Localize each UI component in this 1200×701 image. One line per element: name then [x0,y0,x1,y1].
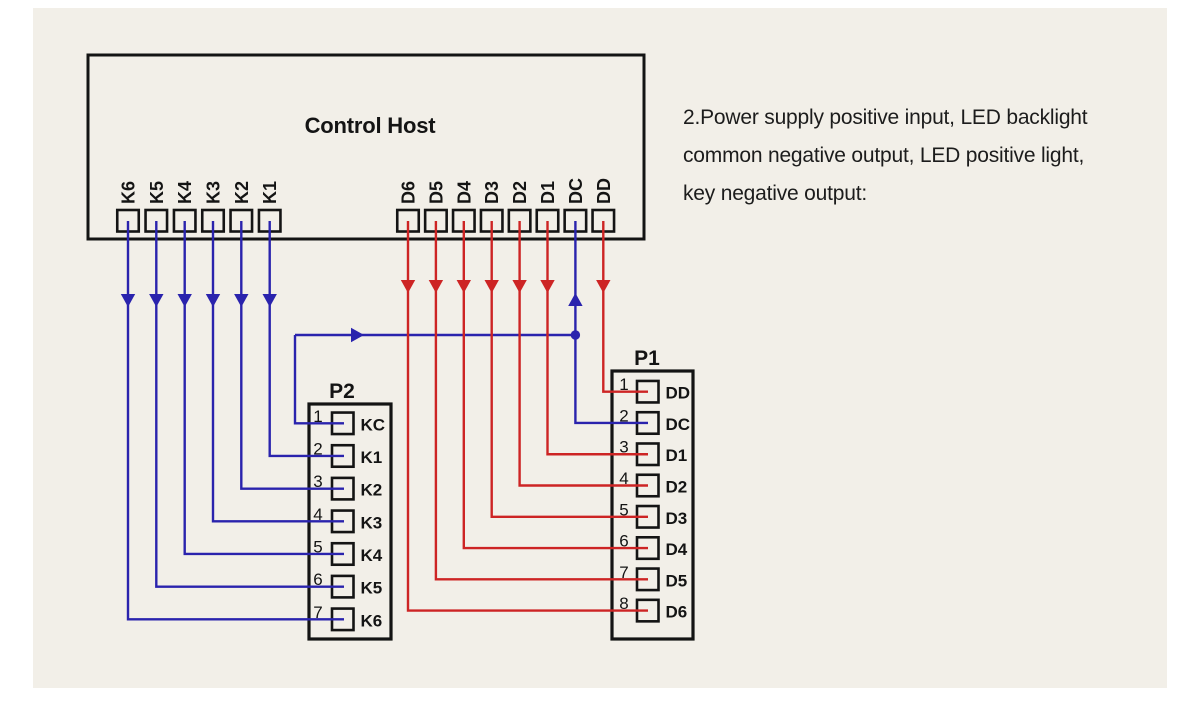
wire-d6 [406,221,648,612]
side-note-line-1: 2.Power supply positive input, LED backl… [683,106,1088,129]
wire-d2 [518,221,648,487]
p2-pin-4-label: K3 [361,513,383,532]
wire-k3-arrow [205,294,221,307]
wire-d1-arrow [540,280,555,293]
p1-label: P1 [634,347,660,370]
p2-pin-5-number: 5 [313,537,322,556]
wire-d2-arrow [512,280,527,293]
p1-pin-6-number: 6 [619,532,628,551]
wire-d5 [434,221,648,581]
host-pin-label-K4: K4 [175,181,195,204]
p1-pin-8-label: D6 [666,603,688,622]
wire-k2-arrow [234,294,249,307]
p1-pin-1-number: 1 [619,375,628,394]
wire-dd-arrow [596,280,611,293]
dc-junction-dot [570,330,581,340]
wire-k5 [155,221,344,588]
wire-d4-arrow [456,280,471,293]
p1-pin-5-number: 5 [619,500,628,519]
wire-k6-arrow [120,294,136,307]
wire-kc-branch [293,335,344,425]
p1-pin-4-number: 4 [619,469,628,488]
p1-pin-4-label: D2 [666,478,688,497]
p2-pin-6-label: K5 [361,579,383,598]
side-note-line-3: key negative output: [683,182,867,205]
p2-pin-1-label: KC [361,415,386,434]
p1-pin-2-label: DC [666,415,691,434]
wire-k2 [240,221,344,490]
wire-dc-arrow-up [568,293,583,306]
wire-dd [602,221,648,393]
p1-box [610,369,695,641]
p2-pin-7-label: K6 [361,611,383,630]
host-pin-label-D3: D3 [482,181,502,204]
host-pin-label-D5: D5 [426,181,446,204]
host-pin-label-D4: D4 [454,181,474,204]
host-pin-label-D2: D2 [510,181,530,204]
red-wires-layer [406,221,648,612]
p1-pin-8-number: 8 [619,594,628,613]
p2-pin-5-label: K4 [361,546,383,565]
side-note-line-2: common negative output, LED positive lig… [683,144,1085,167]
wire-d1 [546,221,648,456]
wire-d3 [490,221,648,518]
p2-pin-3-label: K2 [361,481,383,500]
p2-pin-7-number: 7 [313,603,322,622]
wire-k6 [126,221,344,621]
wire-common-arrow-right [351,327,364,343]
host-pin-label-D1: D1 [538,181,558,204]
p2-pin-2-number: 2 [313,439,322,458]
wire-d3-arrow [484,280,499,293]
control-host-title: Control Host [305,113,437,138]
p2-label: P2 [329,380,355,403]
host-pin-label-DC: DC [566,178,586,204]
wire-k5-arrow [149,294,164,307]
wire-dc [574,221,648,425]
host-pin-label-K5: K5 [147,181,167,204]
p1-pin-5-label: D3 [666,509,688,528]
host-pin-label-K6: K6 [119,181,139,204]
control-host-box [86,53,646,241]
p2-pin-2-label: K1 [361,448,383,467]
p1-pin-3-label: D1 [666,446,688,465]
p1-pin-7-number: 7 [619,563,628,582]
p1-pin-2-number: 2 [619,406,628,425]
arrows-layer [120,280,611,343]
p1-pin-1-label: DD [666,384,691,403]
p2-pin-3-number: 3 [313,472,322,491]
wire-k3 [211,221,344,523]
host-pin-label-K3: K3 [204,181,224,204]
p1-pin-7-label: D5 [666,571,688,590]
p2-pin-1-number: 1 [313,407,322,426]
p1-pin-3-number: 3 [619,438,628,457]
wire-k4 [183,221,344,556]
host-pin-label-K2: K2 [232,181,252,204]
pin-squares-layer [115,208,660,632]
wire-d4 [462,221,648,550]
host-pin-label-K1: K1 [260,181,280,204]
side-note: 2.Power supply positive input, LED backl… [683,99,1153,213]
wire-d5-arrow [428,280,444,293]
wire-k4-arrow [177,294,192,307]
labels-layer: K6 K5 K4 K3 K2 K1 D6 D5 D4 D3 D2 D1 DC DD P2 1 KC 2 K1 3 K2 4… [119,178,691,630]
wire-k1-arrow [262,294,277,307]
p2-pin-6-number: 6 [313,570,322,589]
p1-pin-6-label: D4 [666,540,688,559]
host-pin-label-DD: DD [594,178,614,204]
wire-d6-arrow [400,280,416,293]
host-pin-label-D6: D6 [399,181,419,204]
p2-pin-4-number: 4 [313,505,322,524]
diagram-canvas [33,8,1167,688]
